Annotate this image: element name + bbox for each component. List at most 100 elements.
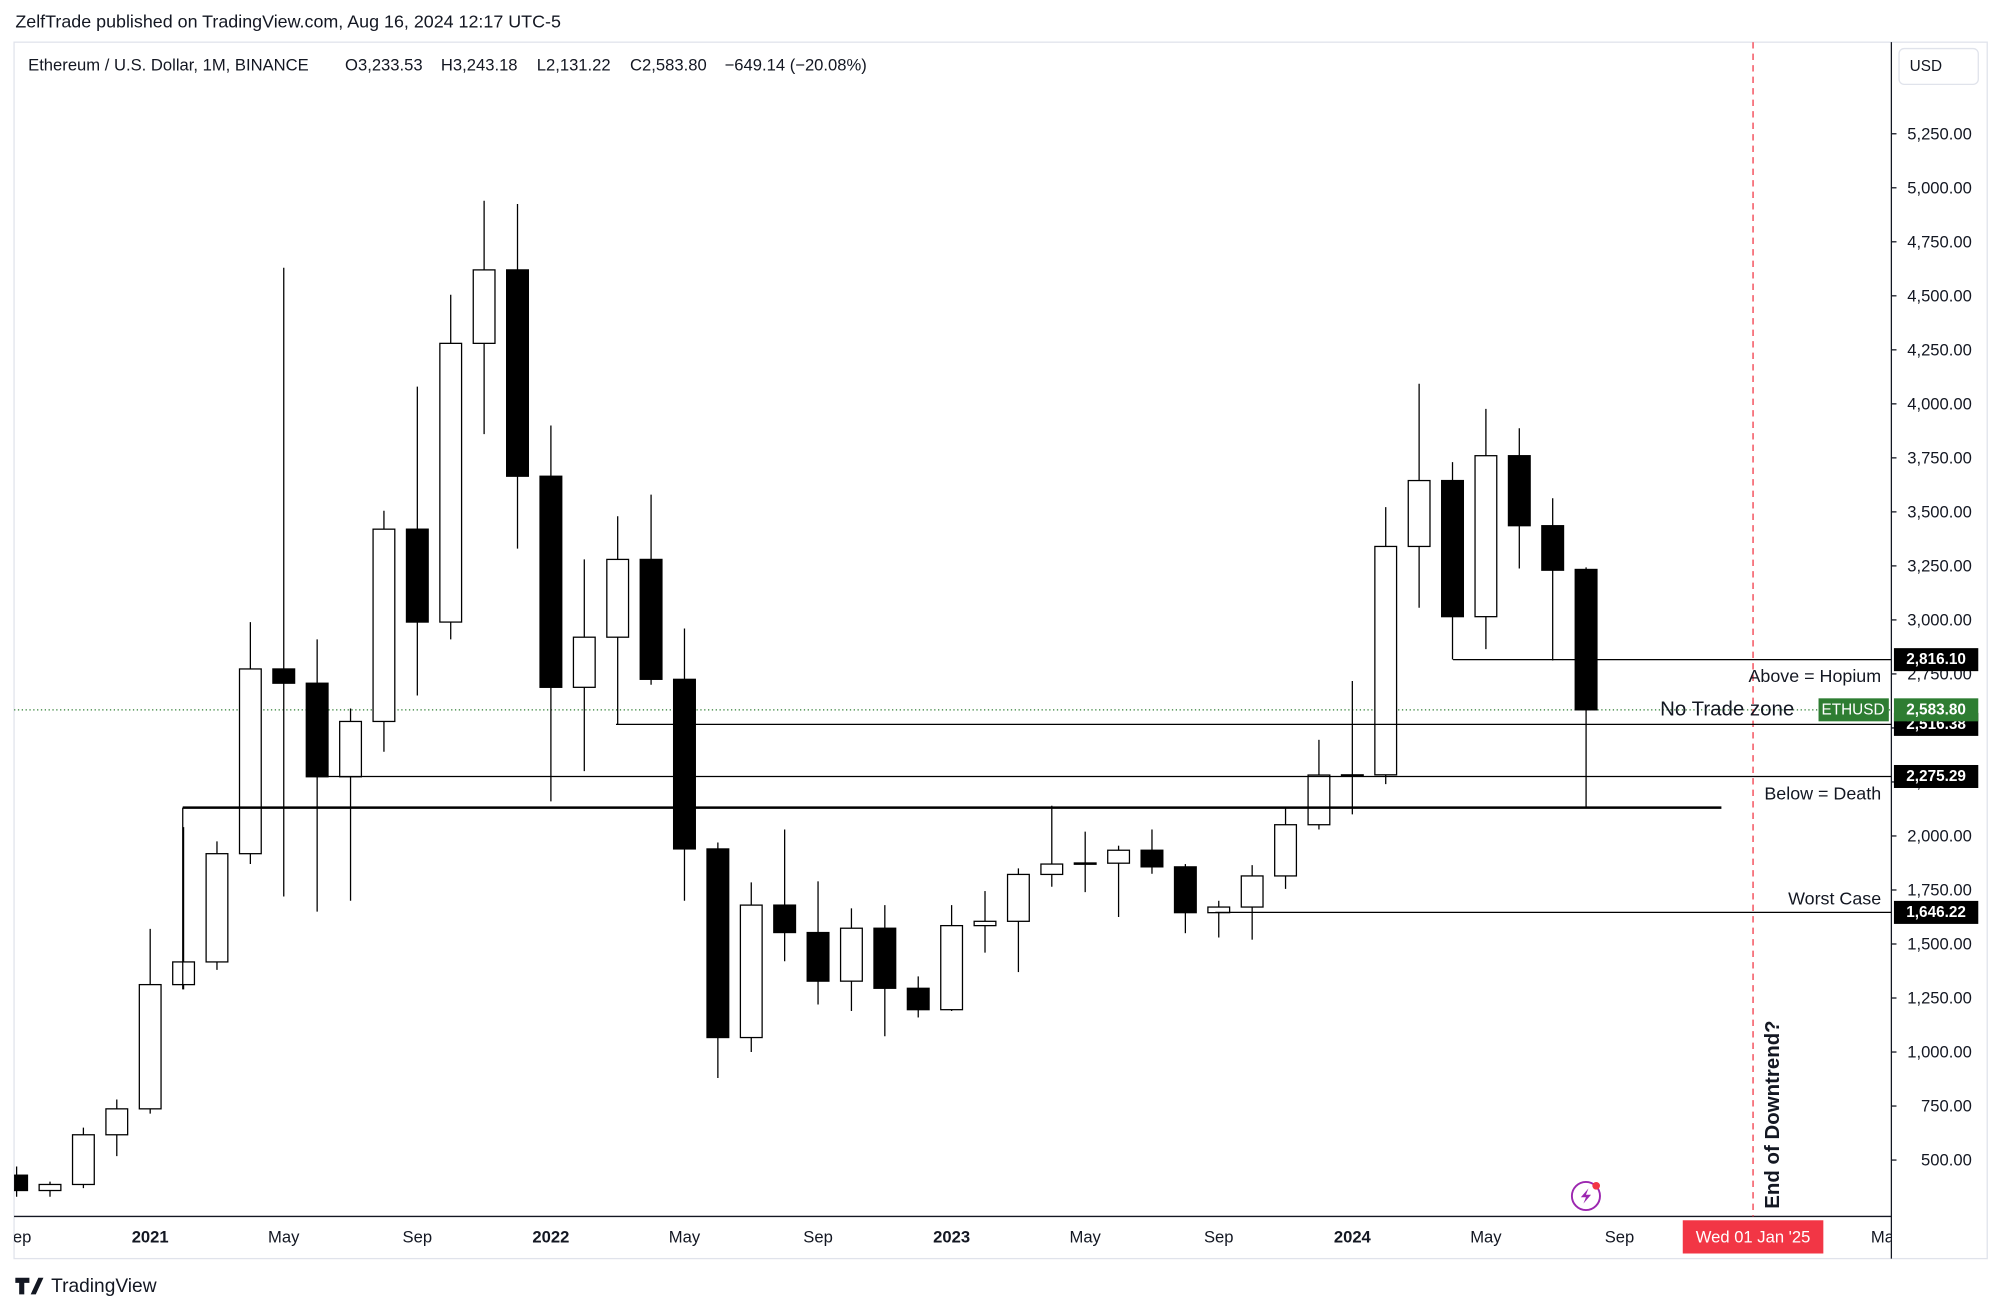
y-tick-label: 500.00 (1921, 1151, 1972, 1170)
x-tick-label: 2021 (132, 1227, 169, 1246)
annotation: Below = Death (1764, 784, 1881, 804)
candle-body (773, 904, 797, 934)
level-label: 2,816.10 (1906, 651, 1966, 668)
candle-body (238, 668, 262, 855)
frame (13, 41, 1988, 1260)
ohlc-value: −649.14 (−20.08%) (725, 56, 867, 75)
candle-body (1107, 849, 1131, 864)
annotation: Above = Hopium (1748, 666, 1881, 686)
brand-logo[interactable] (15, 1277, 44, 1295)
candle-body (1307, 774, 1331, 826)
ohlc-value: H3,243.18 (441, 56, 518, 75)
candle-body (1374, 545, 1398, 776)
y-tick-label: 1,250.00 (1907, 989, 1972, 1008)
candle-body (14, 1174, 29, 1192)
x-tick-label: Sep (403, 1227, 433, 1246)
candle-body (339, 720, 363, 778)
candle-body (272, 668, 296, 684)
candle-body (672, 678, 696, 850)
x-tick-label: 2022 (532, 1227, 569, 1246)
candle-body (539, 475, 563, 688)
x-tick-label: May (669, 1227, 701, 1246)
event-icon[interactable] (1570, 1180, 1601, 1212)
date-highlight (1682, 1220, 1824, 1254)
y-tick-label: 3,750.00 (1907, 448, 1972, 467)
ohlc-value: L2,131.22 (537, 56, 611, 75)
candle-body (839, 927, 863, 982)
y-tick-label: 5,000.00 (1907, 178, 1972, 197)
y-tick-label: 1,500.00 (1907, 934, 1972, 953)
y-tick-label: 3,250.00 (1907, 556, 1972, 575)
candle-body (940, 924, 964, 1011)
y-tick-label: 1,750.00 (1907, 880, 1972, 899)
candle-body (1140, 849, 1164, 868)
level-label: 2,275.29 (1906, 768, 1966, 785)
candle-body (739, 904, 763, 1039)
x-tick-label: Wed 01 Jan '25 (1696, 1227, 1811, 1246)
y-tick-label: 4,000.00 (1907, 394, 1972, 413)
last-price-label: 2,583.80 (1906, 701, 1966, 718)
candle-body (1006, 873, 1030, 922)
candle-body (973, 920, 997, 927)
ohlc-value: O3,233.53 (345, 56, 423, 75)
candle-body (71, 1134, 95, 1186)
y-tick-label: 1,000.00 (1907, 1043, 1972, 1062)
publisher: ZelfTrade published on TradingView.com, … (15, 12, 561, 32)
currency-box[interactable] (1898, 47, 1979, 85)
y-tick-label: 4,500.00 (1907, 286, 1972, 305)
last-price-name-box (1818, 698, 1889, 722)
candle-body (105, 1108, 129, 1136)
candle-body (1507, 455, 1531, 527)
x-tick-label: May (1470, 1227, 1502, 1246)
symbol: Ethereum / U.S. Dollar, 1M, BINANCE (28, 56, 309, 75)
y-tick-label: 4,250.00 (1907, 340, 1972, 359)
candle-body (405, 528, 429, 623)
candle-body (172, 961, 196, 986)
candle-body (606, 558, 630, 638)
level-label-box (1893, 764, 1979, 788)
x-tick-label: Sep (803, 1227, 833, 1246)
x-tick-label: 2024 (1334, 1227, 1372, 1246)
y-tick-label: 2,000.00 (1907, 826, 1972, 845)
x-tick-label: May (1069, 1227, 1101, 1246)
candle-body (639, 558, 663, 680)
candle-body (1240, 875, 1264, 908)
candle-body (38, 1183, 62, 1192)
candle-body (706, 848, 730, 1039)
candle-body (472, 269, 496, 344)
level-label-box (1893, 900, 1979, 924)
brand[interactable]: TradingView (51, 1276, 157, 1297)
last-price-name: ETHUSD (1822, 701, 1885, 718)
candle-body (1441, 479, 1465, 618)
candle-body (806, 931, 830, 982)
candle-body (1407, 479, 1431, 548)
currency[interactable]: USD (1910, 58, 1942, 75)
plot-area (14, 42, 1892, 1217)
candle-body (873, 927, 897, 989)
x-tick-label: Sep (1204, 1227, 1234, 1246)
candle-body (1541, 525, 1565, 571)
candle-body (572, 636, 596, 688)
level-label: 1,646.22 (1906, 904, 1966, 921)
annotation: End of Downtrend? (1761, 1020, 1784, 1208)
candle-body (1173, 866, 1197, 914)
y-tick-label: 750.00 (1921, 1097, 1972, 1116)
annotation: Worst Case (1788, 888, 1881, 908)
candle-body (1574, 568, 1598, 711)
candle-body (506, 269, 530, 477)
last-price-box (1893, 698, 1979, 722)
candle-body (305, 682, 329, 778)
y-tick-label: 3,500.00 (1907, 502, 1972, 521)
candle-body (205, 853, 229, 963)
candle-body (439, 342, 463, 623)
y-tick-label: 3,000.00 (1907, 610, 1972, 629)
annotation: No Trade zone (1660, 698, 1794, 721)
x-tick-label: May (268, 1227, 300, 1246)
candle-body (1040, 863, 1064, 876)
candle-body (372, 528, 396, 723)
x-tick-label: Sep (2, 1227, 32, 1246)
candle-body (906, 987, 930, 1011)
candle-body (1073, 862, 1097, 865)
